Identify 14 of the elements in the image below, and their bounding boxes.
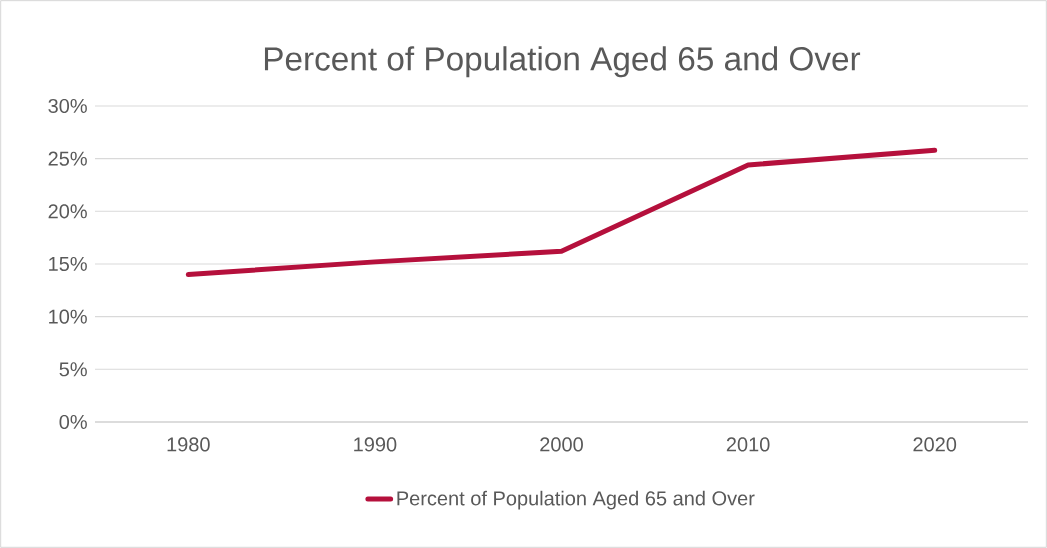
x-tick-label: 2020	[913, 437, 957, 452]
chart-title: Percent of Population Aged 65 and Over	[264, 46, 861, 78]
y-tick-label: 20%	[48, 204, 87, 219]
y-tick-label: 0%	[59, 414, 87, 430]
y-tick-label: 15%	[49, 256, 87, 272]
x-tick-label: 2010	[726, 437, 770, 452]
x-tick-label: 1990	[354, 437, 397, 452]
x-tick-label: 2000	[540, 437, 583, 452]
x-tick-label: 1980	[167, 437, 210, 452]
y-tick-label: 25%	[48, 151, 87, 166]
y-tick-label: 30%	[48, 98, 87, 114]
y-tick-label: 5%	[59, 362, 87, 377]
y-tick-label: 10%	[49, 309, 87, 324]
legend-label: Percent of Population Aged 65 and Over	[397, 490, 755, 510]
